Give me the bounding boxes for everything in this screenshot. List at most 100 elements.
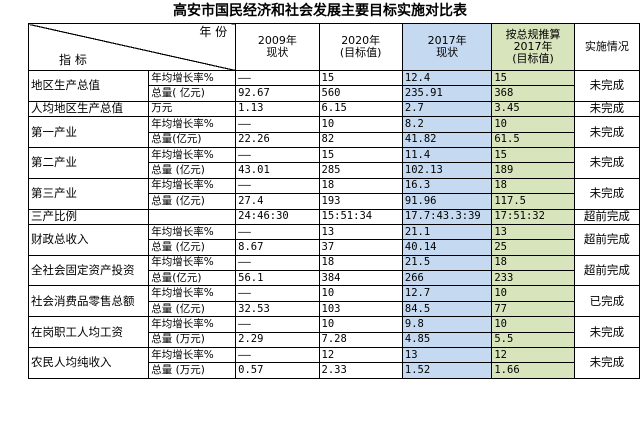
value-2017-actual-cell: 16.3 (401, 177, 493, 195)
value-2020-cell: 2.33 (318, 362, 403, 379)
header-status: 实施情况 (573, 23, 640, 71)
status-cell: 未完成 (573, 347, 640, 379)
unit-cell: 总量 (亿元) (148, 193, 237, 210)
unit-cell: 总量 (万元) (148, 362, 237, 379)
value-2020-cell: 15:51:34 (318, 208, 403, 225)
status-cell: 未完成 (573, 316, 640, 349)
value-2009-cell: 8.67 (235, 239, 320, 256)
comparison-table: 年 份 指 标 2009年 现状 2020年 (目标值) 2017年 现状 按总… (27, 23, 640, 379)
table-row: 财政总收入 年均增长率% —— 13 21.1 13 超前完成 (27, 223, 640, 256)
table-row: 总量 (亿元) 32.53 103 84.5 77 (29, 300, 640, 318)
value-2009-cell: 56.1 (235, 270, 320, 287)
indicator-cell: 社会消费品零售总额 (27, 285, 150, 318)
value-2017-plan-cell: 117.5 (491, 193, 575, 210)
value-2020-cell: 10 (318, 316, 403, 333)
value-2017-plan-cell: 18 (491, 177, 575, 195)
value-2017-actual-cell: 12.4 (401, 69, 493, 87)
value-2017-actual-cell: 21.1 (401, 223, 493, 241)
value-2017-plan-cell: 13 (491, 223, 575, 241)
value-2009-cell: 22.26 (235, 131, 320, 148)
value-2017-plan-cell: 17:51:32 (491, 208, 575, 225)
status-cell: 未完成 (573, 70, 640, 102)
value-2017-actual-cell: 13 (401, 347, 493, 364)
indicator-cell: 全社会固定资产投资 (27, 254, 150, 287)
value-2020-cell: 18 (318, 177, 403, 195)
status-cell: 未完成 (573, 100, 640, 118)
value-2017-actual-cell: 235.91 (401, 85, 493, 102)
indicator-cell: 人均地区生产总值 (27, 100, 150, 118)
value-2017-plan-cell: 189 (491, 162, 575, 179)
status-cell: 未完成 (573, 116, 640, 148)
value-2017-plan-cell: 233 (491, 270, 575, 287)
unit-cell: 总量( 亿元) (148, 85, 237, 102)
value-2020-cell: 6.15 (318, 100, 403, 118)
table-row: 三产比例 24:46:30 15:51:34 17.7:43.3:39 17:51:32… (27, 208, 640, 225)
header-indicator-label: 指 标 (59, 53, 87, 67)
header-year-label: 年 份 (199, 25, 228, 39)
value-2009-cell: 27.4 (235, 193, 320, 210)
value-2017-actual-cell: 84.5 (401, 300, 493, 318)
unit-cell: 年均增长率% (148, 223, 237, 241)
value-2017-plan-cell: 18 (491, 254, 575, 272)
value-2017-actual-cell: 4.85 (401, 331, 493, 349)
value-2020-cell: 285 (318, 162, 403, 179)
table-row: 社会消费品零售总额 年均增长率% —— 10 12.7 10 已完成 (27, 285, 640, 318)
value-2017-actual-cell: 12.7 (401, 285, 493, 302)
value-2020-cell: 384 (318, 270, 403, 287)
value-2020-cell: 12 (318, 347, 403, 364)
value-2020-cell: 13 (318, 223, 403, 241)
indicator-cell: 地区生产总值 (27, 70, 150, 102)
header-2017-plan: 按总规推算 2017年 (目标值) (491, 23, 575, 71)
value-2017-actual-cell: 2.7 (401, 100, 493, 118)
value-2017-plan-cell: 3.45 (491, 100, 575, 118)
value-2009-cell: —— (235, 177, 320, 195)
status-cell: 超前完成 (573, 254, 640, 287)
unit-cell: 总量(亿元) (148, 270, 237, 287)
table-row: 总量 (万元) 2.29 7.28 4.85 5.5 (29, 331, 640, 349)
table-row: 总量( 亿元) 92.67 560 235.91 368 (29, 85, 640, 102)
value-2009-cell: —— (235, 316, 320, 333)
unit-cell: 年均增长率% (148, 347, 237, 364)
value-2009-cell: 1.13 (235, 100, 320, 118)
table-row: 第二产业 年均增长率% —— 15 11.4 15 未完成 (27, 146, 640, 179)
value-2017-actual-cell: 91.96 (401, 193, 493, 210)
table-row: 农民人均纯收入 年均增长率% —— 12 13 12 未完成 (27, 347, 640, 379)
table-row: 地区生产总值 年均增长率% —— 15 12.4 15 未完成 (27, 69, 640, 102)
header-2009: 2009年 现状 (235, 23, 320, 71)
value-2009-cell: —— (235, 347, 320, 364)
value-2017-actual-cell: 8.2 (401, 116, 493, 133)
unit-cell: 年均增长率% (148, 285, 237, 302)
value-2020-cell: 37 (318, 239, 403, 256)
value-2009-cell: —— (235, 285, 320, 302)
value-2020-cell: 10 (318, 285, 403, 302)
value-2020-cell: 18 (318, 254, 403, 272)
unit-cell: 年均增长率% (148, 69, 237, 87)
value-2017-plan-cell: 368 (491, 85, 575, 102)
unit-cell: 年均增长率% (148, 316, 237, 333)
indicator-cell: 第三产业 (27, 177, 150, 210)
value-2017-plan-cell: 77 (491, 300, 575, 318)
value-2020-cell: 560 (318, 85, 403, 102)
table-row: 人均地区生产总值 万元 1.13 6.15 2.7 3.45 未完成 (27, 100, 640, 118)
table-row: 总量(亿元) 56.1 384 266 233 (29, 270, 640, 287)
status-cell: 超前完成 (573, 223, 640, 256)
value-2009-cell: —— (235, 146, 320, 164)
value-2009-cell: 32.53 (235, 300, 320, 318)
unit-cell: 年均增长率% (148, 254, 237, 272)
value-2020-cell: 193 (318, 193, 403, 210)
value-2009-cell: 0.57 (235, 362, 320, 379)
unit-cell: 年均增长率% (148, 177, 237, 195)
value-2017-actual-cell: 266 (401, 270, 493, 287)
table-row: 总量(亿元) 22.26 82 41.82 61.5 (29, 131, 640, 148)
value-2017-plan-cell: 1.66 (491, 362, 575, 379)
value-2017-plan-cell: 10 (491, 116, 575, 133)
value-2009-cell: 92.67 (235, 85, 320, 102)
table-row: 在岗职工人均工资 年均增长率% —— 10 9.8 10 未完成 (27, 316, 640, 349)
unit-cell (148, 208, 237, 225)
indicator-cell: 财政总收入 (27, 223, 150, 256)
unit-cell: 总量 (万元) (148, 331, 237, 349)
value-2017-plan-cell: 25 (491, 239, 575, 256)
value-2017-actual-cell: 1.52 (401, 362, 493, 379)
value-2017-plan-cell: 61.5 (491, 131, 575, 148)
value-2009-cell: —— (235, 116, 320, 133)
